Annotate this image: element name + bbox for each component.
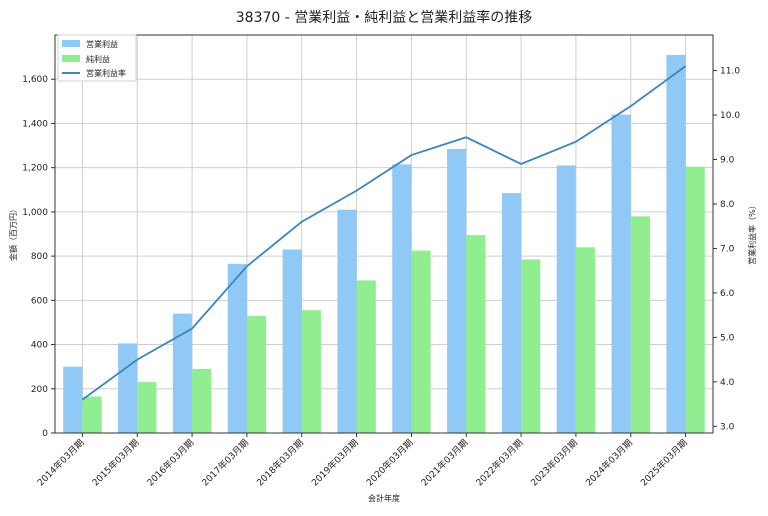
y2-axis-title: 営業利益率（%） [747,201,757,265]
y-tick-label: 1,200 [22,164,48,174]
operating-profit-bar [228,264,247,433]
y2-tick-label: 6.0 [720,289,735,299]
net-profit-bar [82,397,101,433]
y-tick-label: 1,000 [22,208,48,218]
net-profit-bar [576,247,595,433]
x-tick-label: 2018年03月期 [254,437,306,489]
operating-profit-bar [666,55,685,433]
legend-label-operating-margin: 営業利益率 [86,68,126,78]
x-tick-label: 2019年03月期 [309,437,361,489]
x-tick-label: 2021年03月期 [418,437,470,489]
x-tick-label: 2015年03月期 [89,437,141,489]
x-tick-label: 2016年03月期 [144,437,196,489]
operating-profit-bar [447,149,466,433]
x-tick-label: 2024年03月期 [583,437,635,489]
y2-tick-label: 10.0 [720,111,740,121]
y-tick-label: 200 [31,385,48,395]
y2-tick-label: 8.0 [720,200,735,210]
net-profit-bar [302,310,321,433]
operating-profit-bar [63,367,82,433]
y-tick-label: 1,600 [22,75,48,85]
net-profit-bar [137,382,156,433]
legend: 営業利益 純利益 営業利益率 [58,35,136,81]
y2-tick-label: 9.0 [720,156,735,166]
legend-swatch-net-profit [62,55,80,62]
y-tick-label: 800 [31,252,48,262]
y2-tick-label: 3.0 [720,422,735,432]
net-profit-bar [631,216,650,433]
net-profit-bar [411,251,430,433]
y2-tick-label: 4.0 [720,378,735,388]
net-profit-bar [686,167,705,433]
y-tick-label: 600 [31,296,48,306]
legend-label-operating-profit: 営業利益 [86,39,118,49]
operating-profit-bar [118,343,137,433]
net-profit-bar [357,280,376,433]
bars-layer [63,55,705,433]
x-tick-label: 2014年03月期 [35,437,87,489]
operating-profit-bar [337,210,356,433]
operating-profit-bar [502,193,521,433]
y2-tick-label: 11.0 [720,67,740,77]
x-tick-label: 2023年03月期 [528,437,580,489]
chart-title: 38370 - 営業利益・純利益と営業利益率の推移 [236,9,533,26]
operating-profit-bar [392,164,411,433]
legend-swatch-operating-profit [62,40,80,47]
y-tick-label: 1,400 [22,119,48,129]
x-tick-label: 2020年03月期 [364,437,416,489]
x-axis-title: 会計年度 [368,493,400,503]
x-tick-label: 2025年03月期 [638,437,690,489]
x-tick-label: 2017年03月期 [199,437,251,489]
net-profit-bar [521,259,540,433]
net-profit-bar [247,316,266,433]
y2-tick-label: 5.0 [720,333,735,343]
operating-profit-bar [173,314,192,433]
operating-profit-bar [283,249,302,433]
legend-label-net-profit: 純利益 [86,54,110,64]
y-tick-label: 0 [42,429,48,439]
net-profit-bar [466,235,485,433]
y2-tick-label: 7.0 [720,244,735,254]
y-tick-label: 400 [31,341,48,351]
operating-profit-bar [612,115,631,433]
operating-profit-bar [557,165,576,433]
line-layer [82,66,685,400]
net-profit-bar [192,369,211,433]
y-axis-title: 金額（百万円） [8,205,18,261]
x-tick-label: 2022年03月期 [473,437,525,489]
